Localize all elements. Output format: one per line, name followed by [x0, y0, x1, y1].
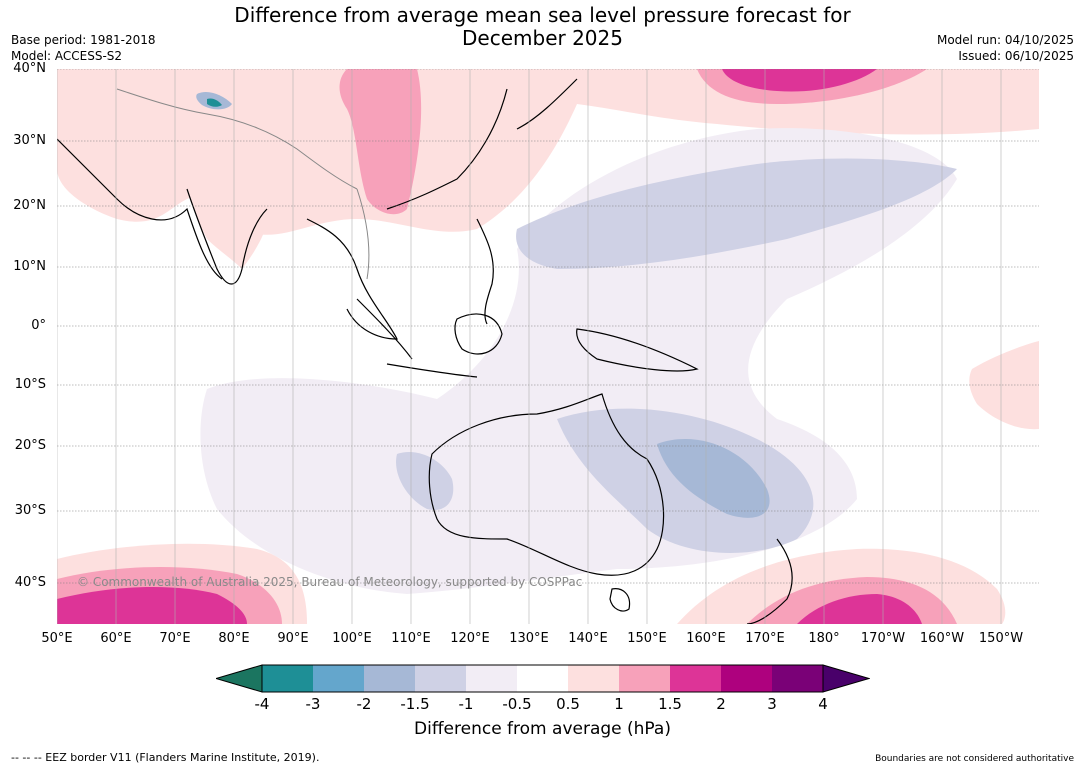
lon-label: 90°E	[277, 631, 309, 646]
map-title: Difference from average mean sea level p…	[0, 4, 1085, 50]
colorbar-segment	[772, 665, 823, 692]
colorbar-segment	[364, 665, 415, 692]
model-name: Model: ACCESS-S2	[11, 49, 123, 63]
coastline-southeast-asia	[306, 218, 398, 340]
colorbar-segment	[517, 665, 568, 692]
coastline-africa-arabia	[57, 138, 223, 280]
copyright-notice: © Commonwealth of Australia 2025, Bureau…	[77, 575, 582, 589]
coastline-new-zealand	[746, 538, 793, 624]
lon-label: 80°E	[218, 631, 250, 646]
lon-label: 160°E	[686, 631, 726, 646]
pressure-anomaly-map: © Commonwealth of Australia 2025, Bureau…	[57, 69, 1039, 624]
lon-label: 50°E	[41, 631, 73, 646]
coastline-china	[386, 88, 508, 210]
lon-label: 60°E	[100, 631, 132, 646]
anomaly-pos-southwest-2	[57, 587, 247, 624]
coastline-japan	[516, 78, 578, 130]
anomaly-pos-eastpacific	[969, 341, 1039, 430]
lon-label: 120°E	[450, 631, 490, 646]
boundaries-note: Boundaries are not considered authoritat…	[875, 754, 1074, 764]
coastline-java	[386, 363, 478, 378]
colorbar-label: 1.5	[658, 695, 682, 713]
colorbar-title: Difference from average (hPa)	[414, 719, 671, 739]
lat-label: 20°N	[13, 198, 46, 213]
model-run: Model run: 04/10/2025	[936, 33, 1074, 47]
coastline-new-guinea	[576, 328, 699, 372]
lon-label: 170°W	[860, 631, 906, 646]
colorbar-extend-low	[216, 664, 263, 693]
lon-label: 100°E	[332, 631, 372, 646]
anomaly-neg-westaus	[396, 451, 454, 510]
colorbar-label: -1	[458, 695, 474, 713]
colorbar-label: -4	[254, 695, 270, 713]
anomaly-pos-tibet	[339, 69, 422, 215]
anomaly-neg-westpacific	[516, 158, 957, 269]
lon-label: 150°W	[978, 631, 1024, 646]
eez-note: -- -- -- EEZ border V11 (Flanders Marine…	[11, 751, 320, 764]
lat-label: 10°N	[13, 259, 46, 274]
country-borders	[116, 88, 370, 280]
border-indochina	[356, 188, 370, 280]
colorbar-segment	[670, 665, 721, 692]
colorbar-segment	[415, 665, 466, 692]
lat-label: 40°S	[14, 575, 46, 590]
title-line-1: Difference from average mean sea level p…	[234, 3, 851, 27]
colorbar-label: 1	[614, 695, 624, 713]
lat-label: 0°	[31, 318, 46, 333]
anomaly-neg-australia-15	[657, 439, 770, 518]
colorbar-segment	[313, 665, 364, 692]
colorbar-label: 3	[767, 695, 777, 713]
issued-date: Issued: 06/10/2025	[958, 49, 1074, 63]
title-line-2: December 2025	[462, 26, 623, 50]
meta-right: Model run: 04/10/2025 Issued: 06/10/2025	[937, 32, 1074, 64]
colorbar-frame	[261, 664, 824, 693]
lat-label: 30°N	[13, 133, 46, 148]
anomaly-pos-northpacific-2	[722, 69, 877, 92]
colorbar-segment	[619, 665, 670, 692]
colorbar-segment	[262, 665, 313, 692]
colorbar-segment	[721, 665, 772, 692]
colorbar-label: -0.5	[502, 695, 532, 713]
coastline-tasmania	[609, 588, 631, 612]
lon-label: 140°E	[568, 631, 608, 646]
lon-label: 180°	[808, 631, 840, 646]
lon-label: 130°E	[509, 631, 549, 646]
lon-label: 160°W	[919, 631, 965, 646]
colorbar-label: -2	[356, 695, 372, 713]
colorbar-segment	[568, 665, 619, 692]
colorbar-label: -1.5	[400, 695, 430, 713]
coastlines	[57, 78, 793, 624]
coastline-sumatra	[356, 298, 413, 360]
meta-left: Base period: 1981-2018 Model: ACCESS-S2	[11, 32, 156, 64]
lon-label: 70°E	[159, 631, 191, 646]
lon-label: 150°E	[627, 631, 667, 646]
coastline-australia	[428, 393, 665, 576]
border-himalaya	[116, 88, 358, 190]
lat-label: 30°S	[14, 503, 46, 518]
lon-label: 170°E	[745, 631, 785, 646]
anomaly-pos-southeast-2	[797, 594, 922, 624]
colorbar-label: 0.5	[556, 695, 580, 713]
colorbar-label: 4	[818, 695, 828, 713]
anomaly-neg-himalaya-core	[207, 98, 222, 107]
colorbar-segments	[216, 664, 870, 693]
coastline-philippines	[476, 218, 494, 325]
meridians	[57, 69, 1002, 624]
colorbar-extend-high	[822, 664, 870, 693]
lat-label: 40°N	[13, 61, 46, 76]
lat-label: 10°S	[14, 377, 46, 392]
anomaly-pos-north-band	[57, 69, 1039, 235]
anomaly-pos-india	[187, 165, 270, 269]
colorbar	[216, 664, 870, 693]
lat-label: 20°S	[14, 438, 46, 453]
colorbar-label: -3	[305, 695, 321, 713]
lon-label: 110°E	[391, 631, 431, 646]
base-period: Base period: 1981-2018	[11, 33, 156, 47]
coastline-india	[186, 188, 268, 285]
colorbar-segment	[466, 665, 517, 692]
colorbar-label: 2	[716, 695, 726, 713]
